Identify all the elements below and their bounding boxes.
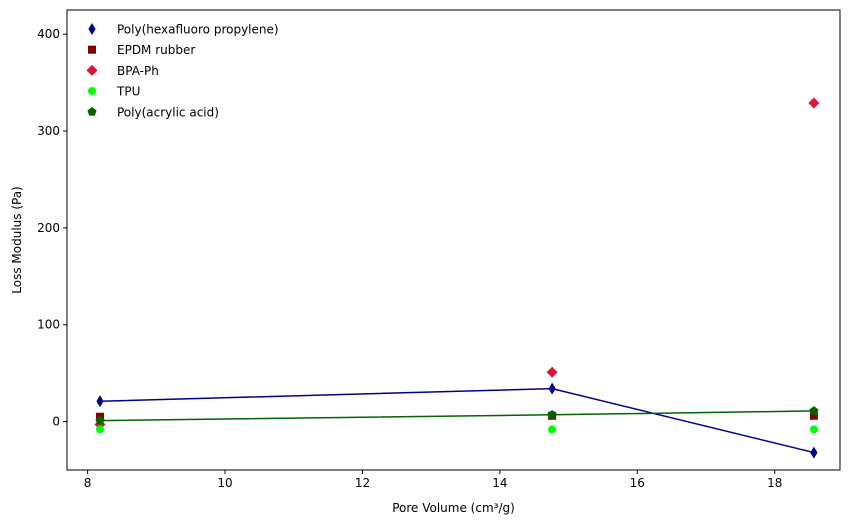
legend-label: Poly(acrylic acid) xyxy=(117,105,219,119)
legend-marker-1 xyxy=(88,45,96,54)
data-point-series-0 xyxy=(810,446,818,459)
data-point-series-0 xyxy=(96,395,104,408)
legend-marker-3 xyxy=(88,87,96,96)
data-point-series-3 xyxy=(809,425,818,434)
data-point-series-4 xyxy=(95,415,105,425)
x-tick-label: 16 xyxy=(630,476,645,490)
axes-frame xyxy=(66,9,841,471)
y-tick-label: 0 xyxy=(52,415,60,429)
x-tick-label: 14 xyxy=(492,476,507,490)
x-tick-label: 10 xyxy=(217,476,232,490)
x-axis-label: Pore Volume (cm³/g) xyxy=(392,501,515,515)
y-axis-ticks: 0 100 200 300 400 xyxy=(37,27,67,429)
plot-area xyxy=(94,97,820,459)
series-line-0 xyxy=(99,387,815,454)
series-line-4 xyxy=(99,410,814,422)
data-point-series-2 xyxy=(808,97,820,109)
y-tick-label: 200 xyxy=(37,221,60,235)
x-tick-label: 12 xyxy=(355,476,370,490)
data-point-series-3 xyxy=(95,425,104,434)
legend-label: BPA-Ph xyxy=(117,64,159,78)
data-point-series-1 xyxy=(809,411,818,420)
legend-label: EPDM rubber xyxy=(117,43,195,57)
legend-marker-2 xyxy=(86,64,98,76)
y-tick-label: 400 xyxy=(37,27,60,41)
data-point-series-2 xyxy=(546,366,558,378)
legend: Poly(hexafluoro propylene) EPDM rubber BPA… xyxy=(86,23,279,119)
x-tick-label: 18 xyxy=(767,476,782,490)
y-tick-label: 100 xyxy=(37,318,60,332)
legend-label: Poly(hexafluoro propylene) xyxy=(117,23,279,37)
data-point-series-3 xyxy=(548,425,557,434)
legend-marker-4 xyxy=(87,107,97,116)
legend-marker-0 xyxy=(88,23,96,35)
y-tick-label: 300 xyxy=(37,124,60,138)
data-point-series-4 xyxy=(547,410,557,419)
x-axis-ticks: 8 10 12 14 16 18 xyxy=(84,470,782,490)
y-axis-label: Loss Modulus (Pa) xyxy=(10,186,24,293)
data-point-series-4 xyxy=(809,406,819,415)
data-point-series-0 xyxy=(548,382,556,395)
legend-label: TPU xyxy=(116,85,140,99)
x-tick-label: 8 xyxy=(84,476,92,490)
